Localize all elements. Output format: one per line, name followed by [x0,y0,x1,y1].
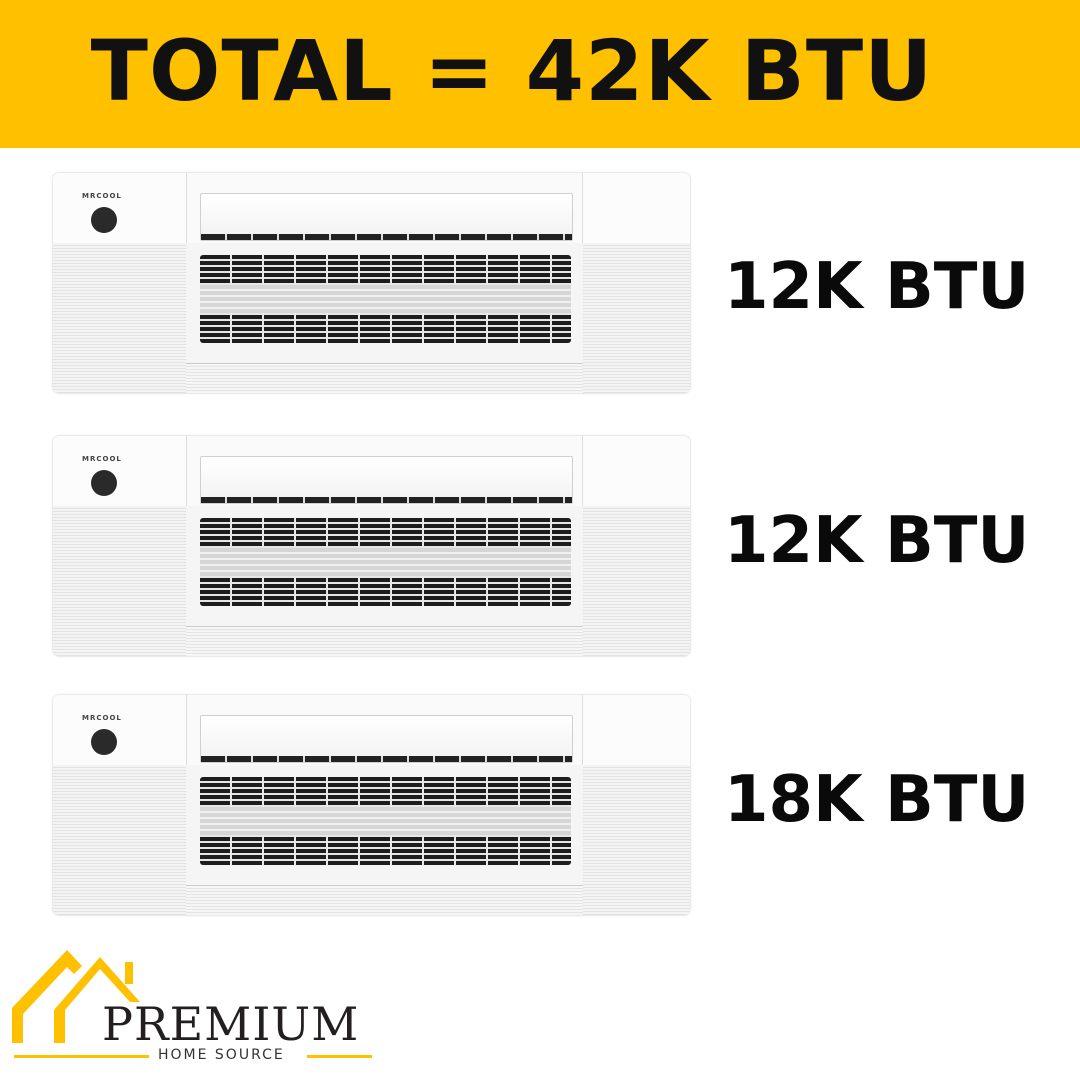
logo-wordmark: PREMIUM [102,997,360,1051]
ac-unit-image-2: MRCOOL [53,436,690,656]
louver [53,765,186,915]
logo-tagline: HOME SOURCE [158,1047,285,1063]
capacity-label-2: 12K BTU [724,504,1030,578]
right-panel [582,695,690,915]
ac-unit-image-3: MRCOOL [53,695,690,915]
left-panel: MRCOOL [53,436,187,656]
louver [583,243,690,393]
air-vane [200,193,573,241]
grille-filter [200,548,571,576]
louver [53,506,186,656]
total-btu-title: TOTAL = 42K BTU [90,22,934,120]
vane-slots [201,497,572,503]
left-panel: MRCOOL [53,695,187,915]
premium-home-source-logo: PREMIUM HOME SOURCE [12,940,382,1070]
title-banner: TOTAL = 42K BTU [0,0,1080,148]
bottom-strip [186,364,583,393]
ac-unit-image-1: MRCOOL [53,173,690,393]
logo-rule-right [307,1055,372,1058]
right-panel [582,436,690,656]
logo-rule-left [14,1055,149,1058]
right-panel [582,173,690,393]
louver [53,243,186,393]
grille-filter [200,807,571,835]
brand-label: MRCOOL [82,455,122,463]
left-panel: MRCOOL [53,173,187,393]
knob-icon [91,470,117,496]
capacity-label-3: 18K BTU [724,763,1030,837]
air-vane [200,456,573,504]
knob-icon [91,207,117,233]
grille-filter [200,285,571,313]
air-vane [200,715,573,763]
bottom-strip [186,627,583,656]
knob-icon [91,729,117,755]
bottom-strip [186,886,583,915]
house-roof-icon [12,950,140,1043]
vane-slots [201,234,572,240]
brand-label: MRCOOL [82,714,122,722]
capacity-label-1: 12K BTU [724,250,1030,324]
brand-label: MRCOOL [82,192,122,200]
vane-slots [201,756,572,762]
louver [583,765,690,915]
louver [583,506,690,656]
